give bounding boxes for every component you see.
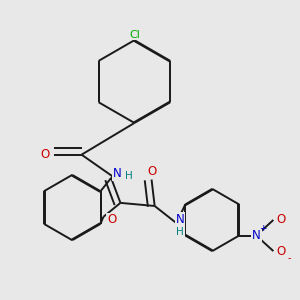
Text: Cl: Cl (129, 30, 140, 40)
Text: N: N (113, 167, 122, 181)
Text: O: O (107, 214, 117, 226)
Text: +: + (259, 224, 267, 233)
Text: N: N (176, 213, 184, 226)
Text: H: H (176, 227, 184, 237)
Text: -: - (288, 253, 291, 263)
Text: N: N (252, 229, 261, 242)
Text: O: O (40, 148, 50, 161)
Text: O: O (277, 214, 286, 226)
Text: O: O (277, 244, 286, 258)
Text: O: O (147, 165, 156, 178)
Text: H: H (125, 171, 133, 182)
